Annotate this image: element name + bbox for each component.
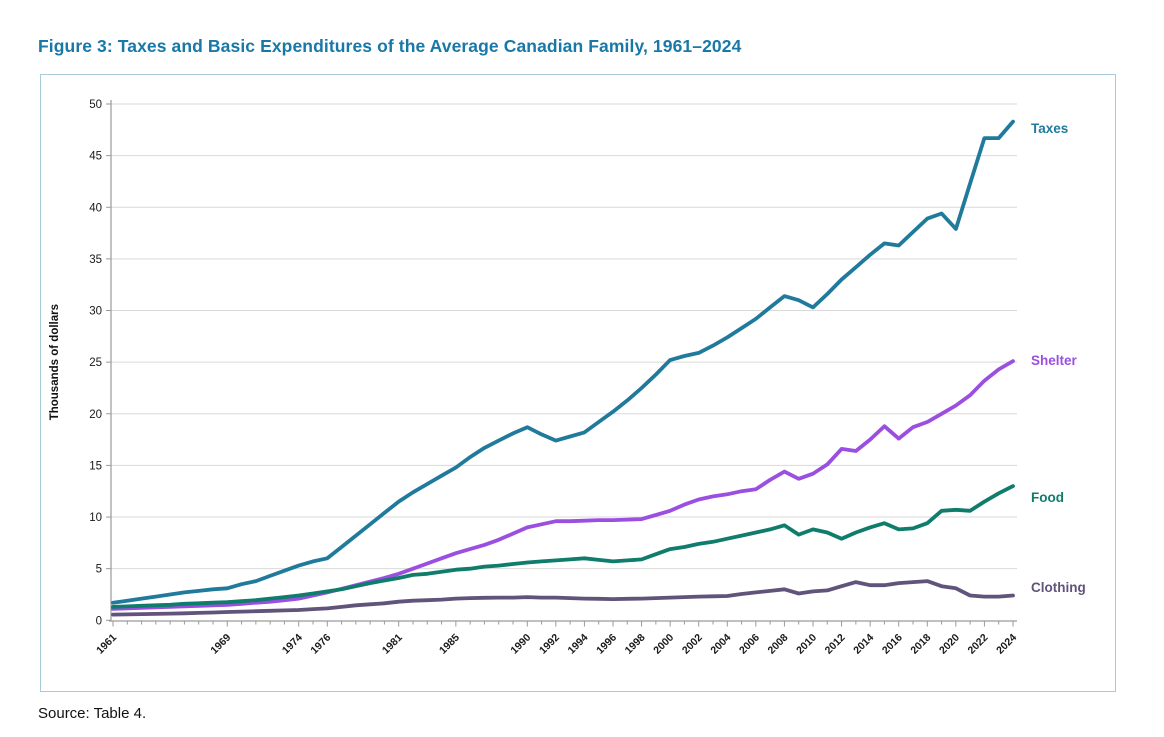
x-axis-tick-label: 1990	[508, 632, 533, 657]
x-axis-tick-label: 2024	[994, 632, 1019, 657]
series-label-clothing: Clothing	[1031, 579, 1086, 595]
x-axis-tick-label: 2016	[880, 632, 905, 657]
x-axis-tick-label: 2020	[937, 632, 962, 657]
y-axis-tick-label: 15	[89, 460, 102, 472]
y-axis-tick-label: 10	[89, 512, 102, 524]
x-axis-tick-label: 1985	[437, 632, 462, 657]
x-axis-tick-label: 2022	[966, 632, 991, 657]
x-axis-tick-label: 2008	[766, 632, 791, 657]
series-line-clothing	[111, 579, 1015, 617]
x-axis-tick-label: 1981	[380, 632, 405, 657]
x-axis-tick-label: 2018	[908, 632, 933, 657]
y-axis-tick-label: 5	[96, 564, 102, 576]
y-axis-tick-label: 40	[89, 202, 102, 214]
y-axis-tick-label: 25	[89, 357, 102, 369]
y-axis-tick-label: 35	[89, 254, 102, 266]
x-axis-tick-label: 1996	[594, 632, 619, 657]
series-line-taxes	[111, 119, 1015, 605]
series-line-food	[111, 484, 1015, 609]
y-axis-title: Thousands of dollars	[49, 304, 61, 420]
x-axis-tick-label: 1976	[308, 632, 333, 657]
x-axis-tick-label: 2010	[794, 632, 819, 657]
series-label-shelter: Shelter	[1031, 353, 1077, 369]
x-axis-tick-label: 1961	[94, 632, 119, 657]
x-axis-tick-label: 2000	[651, 632, 676, 657]
series-line-shelter	[111, 359, 1015, 611]
x-axis-tick-label: 1998	[623, 632, 648, 657]
y-axis-tick-label: 45	[89, 151, 102, 163]
y-axis-tick-label: 20	[89, 409, 102, 421]
x-axis-tick-label: 2014	[851, 632, 876, 657]
x-axis-tick-label: 1969	[208, 632, 233, 657]
x-axis-tick-label: 2002	[680, 632, 705, 657]
y-axis-tick-label: 0	[96, 615, 102, 627]
series-label-food: Food	[1031, 490, 1064, 506]
y-axis-tick-label: 30	[89, 306, 102, 318]
x-axis-tick-label: 1994	[566, 632, 591, 657]
figure-title: Figure 3: Taxes and Basic Expenditures o…	[38, 36, 742, 56]
y-axis-tick-label: 50	[89, 99, 102, 111]
source-note: Source: Table 4.	[38, 705, 147, 722]
x-axis-tick-label: 2004	[708, 632, 733, 657]
chart-panel: 0 5 10 15 20 25 30 35 40 45 50 1961 1969 1974 1976 1981…	[40, 74, 1116, 692]
series-label-taxes: Taxes	[1031, 120, 1069, 136]
x-axis-tick-label: 2006	[737, 632, 762, 657]
x-axis-tick-label: 1992	[537, 632, 562, 657]
line-chart: 0 5 10 15 20 25 30 35 40 45 50 1961 1969 1974 1976 1981…	[49, 99, 1019, 657]
x-axis-tick-label: 2012	[823, 632, 848, 657]
x-axis-tick-label: 1974	[280, 632, 305, 657]
